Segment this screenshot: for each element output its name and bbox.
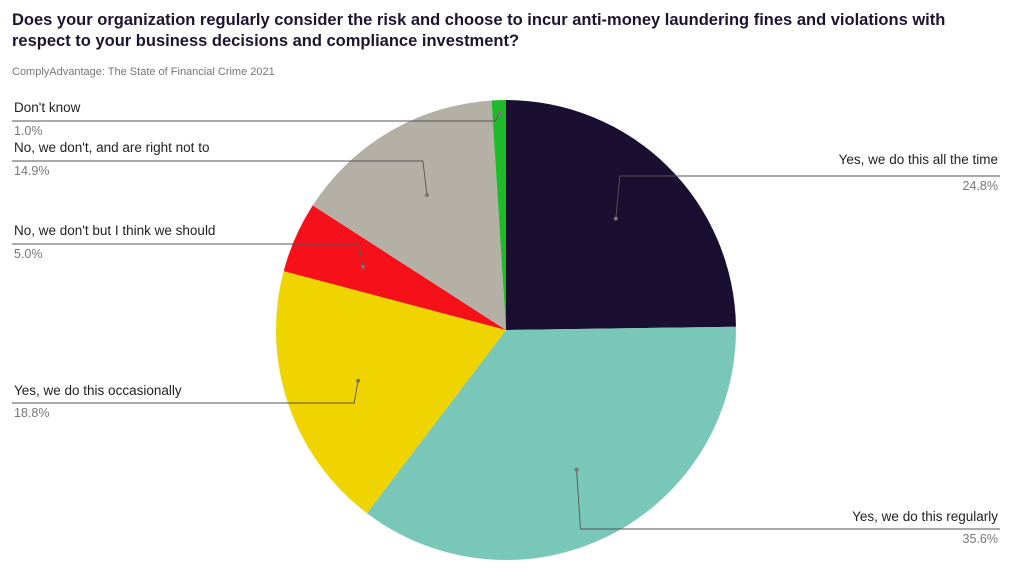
slice-label-yes-we-do-this-all-the-time: Yes, we do this all the time [839, 152, 998, 167]
pie-slices [276, 99, 737, 561]
leader-dot-don-t-know [497, 111, 502, 116]
pie-slice-no-we-don-t-but-i-think-we-should [283, 205, 506, 330]
leader-dot-no-we-don-t-and-are-right-not-to [424, 193, 429, 198]
slice-label-yes-we-do-this-occasionally: Yes, we do this occasionally [14, 383, 182, 398]
leader-dot-no-we-don-t-but-i-think-we-should [360, 264, 365, 269]
chart-subtitle: ComplyAdvantage: The State of Financial … [12, 66, 275, 78]
chart-title: Does your organization regularly conside… [12, 11, 946, 50]
slice-label-don-t-know: Don't know [14, 100, 81, 115]
leader-line-yes-we-do-this-all-the-time [615, 175, 1000, 219]
pie-slice-no-we-don-t-and-are-right-not-to [312, 100, 506, 330]
pie-label-leaders [12, 111, 1000, 530]
leader-line-no-we-don-t-and-are-right-not-to [12, 160, 428, 196]
slice-value-yes-we-do-this-occasionally: 18.8% [14, 406, 49, 420]
leader-dot-yes-we-do-this-regularly [574, 467, 579, 472]
slice-label-no-we-don-t-but-i-think-we-should: No, we don't but I think we should [14, 223, 215, 238]
slice-value-no-we-don-t-but-i-think-we-should: 5.0% [14, 247, 43, 261]
pie-slice-don-t-know [491, 99, 506, 330]
pie-slice-yes-we-do-this-occasionally [276, 271, 506, 514]
leader-line-yes-we-do-this-regularly [576, 469, 1000, 530]
slice-label-no-we-don-t-and-are-right-not-to: No, we don't, and are right not to [14, 140, 209, 155]
leader-line-no-we-don-t-but-i-think-we-should [12, 243, 364, 267]
slice-value-yes-we-do-this-all-the-time: 24.8% [963, 179, 998, 193]
leader-dot-yes-we-do-this-occasionally [356, 378, 361, 383]
leader-line-yes-we-do-this-occasionally [12, 380, 359, 404]
pie-slice-yes-we-do-this-regularly [366, 326, 737, 561]
slice-label-yes-we-do-this-regularly: Yes, we do this regularly [852, 509, 998, 524]
leader-line-don-t-know [12, 113, 500, 122]
leader-dot-yes-we-do-this-all-the-time [613, 216, 618, 221]
pie-slice-yes-we-do-this-all-the-time [506, 100, 736, 330]
slice-value-no-we-don-t-and-are-right-not-to: 14.9% [14, 164, 49, 178]
pie-labels: Yes, we do this all the time 24.8% Yes, we… [14, 100, 998, 546]
slice-value-don-t-know: 1.0% [14, 124, 43, 138]
slice-value-yes-we-do-this-regularly: 35.6% [963, 532, 998, 546]
